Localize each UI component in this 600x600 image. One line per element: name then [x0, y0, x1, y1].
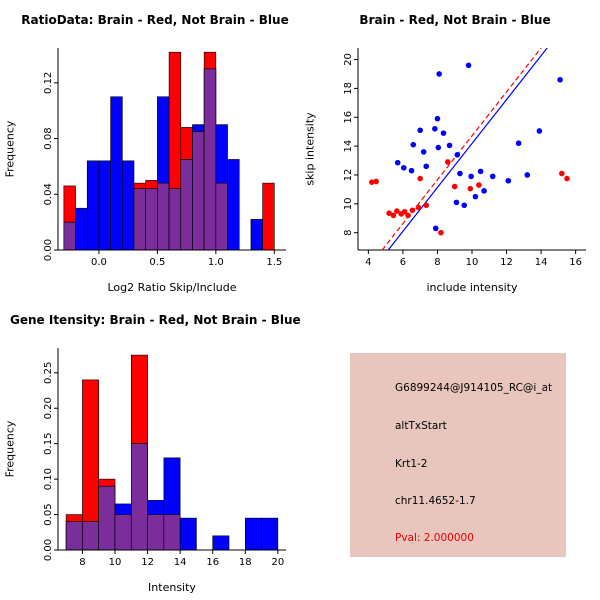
svg-text:8: 8 [434, 257, 440, 268]
panel-gene-intensity-histogram: 8 10 12 14 16 18 20 0.00 0.05 0.10 0.15 0.20 0.25 Ge… [0, 300, 301, 600]
svg-text:18: 18 [239, 557, 252, 568]
svg-text:8: 8 [343, 229, 354, 235]
event-type: altTxStart [395, 420, 447, 432]
svg-text:0.12: 0.12 [43, 72, 54, 94]
svg-text:20: 20 [271, 557, 284, 568]
p-value: Pval: 2.000000 [395, 532, 474, 544]
panel-intensity-scatter: 4 6 8 10 12 14 16 8 10 12 14 16 18 20 Brain - Red, No… [300, 0, 600, 300]
svg-text:0.04: 0.04 [43, 183, 54, 205]
svg-text:1.0: 1.0 [208, 257, 224, 268]
svg-text:14: 14 [174, 557, 187, 568]
svg-text:20: 20 [343, 53, 354, 66]
svg-text:12: 12 [500, 257, 513, 268]
gene-intensity-histogram-title: Gene Itensity: Brain - Red, Not Brain - … [10, 313, 301, 327]
info-box: G6899244@J914105_RC@i_at altTxStart Krt1… [350, 353, 566, 557]
gene-symbol: Krt1-2 [395, 458, 428, 470]
ratio-histogram-title: RatioData: Brain - Red, Not Brain - Blue [21, 13, 289, 27]
gene-intensity-histogram-xlabel: Intensity [148, 581, 196, 594]
svg-text:16: 16 [343, 111, 354, 124]
probe-id: G6899244@J914105_RC@i_at [395, 382, 553, 394]
intensity-scatter-xlabel: include intensity [426, 281, 518, 294]
svg-text:12: 12 [141, 557, 154, 568]
svg-text:12: 12 [343, 169, 354, 182]
svg-text:0.0: 0.0 [91, 257, 107, 268]
svg-text:14: 14 [535, 257, 548, 268]
svg-text:14: 14 [343, 140, 354, 153]
svg-text:1.5: 1.5 [266, 257, 282, 268]
panel-gene-info: G6899244@J914105_RC@i_at altTxStart Krt1… [300, 300, 600, 600]
gene-intensity-histogram-ylabel: Frequency [3, 420, 17, 478]
svg-text:8: 8 [79, 557, 85, 568]
ratio-histogram-plot: 0.0 0.5 1.0 1.5 0.00 0.04 0.08 0.12 [43, 48, 286, 268]
svg-text:16: 16 [569, 257, 582, 268]
svg-text:10: 10 [109, 557, 122, 568]
svg-text:0.15: 0.15 [43, 433, 54, 455]
svg-text:4: 4 [365, 257, 371, 268]
ratio-histogram-xlabel: Log2 Ratio Skip/Include [107, 281, 237, 294]
svg-text:0.10: 0.10 [43, 468, 54, 490]
svg-text:0.08: 0.08 [43, 127, 54, 149]
svg-text:0.20: 0.20 [43, 397, 54, 419]
svg-text:6: 6 [400, 257, 406, 268]
svg-text:0.05: 0.05 [43, 503, 54, 525]
svg-text:18: 18 [343, 82, 354, 95]
svg-text:16: 16 [206, 557, 219, 568]
svg-text:0.5: 0.5 [149, 257, 165, 268]
intensity-scatter-title: Brain - Red, Not Brain - Blue [359, 13, 551, 27]
intensity-scatter-plot: 4 6 8 10 12 14 16 8 10 12 14 16 18 20 [343, 47, 586, 268]
svg-text:0.00: 0.00 [43, 239, 54, 261]
panel-ratio-histogram: 0.0 0.5 1.0 1.5 0.00 0.04 0.08 0.12 RatioData: … [0, 0, 300, 300]
genome-location: chr11.4652-1.7 [395, 495, 476, 507]
intensity-scatter-ylabel: skip intensity [303, 112, 317, 186]
svg-text:10: 10 [466, 257, 479, 268]
svg-text:0.25: 0.25 [43, 362, 54, 384]
svg-text:0.00: 0.00 [43, 539, 54, 561]
svg-text:10: 10 [343, 197, 354, 210]
gene-intensity-histogram-plot: 8 10 12 14 16 18 20 0.00 0.05 0.10 0.15 0.20 0.25 [43, 348, 286, 568]
ratio-histogram-ylabel: Frequency [3, 120, 17, 178]
